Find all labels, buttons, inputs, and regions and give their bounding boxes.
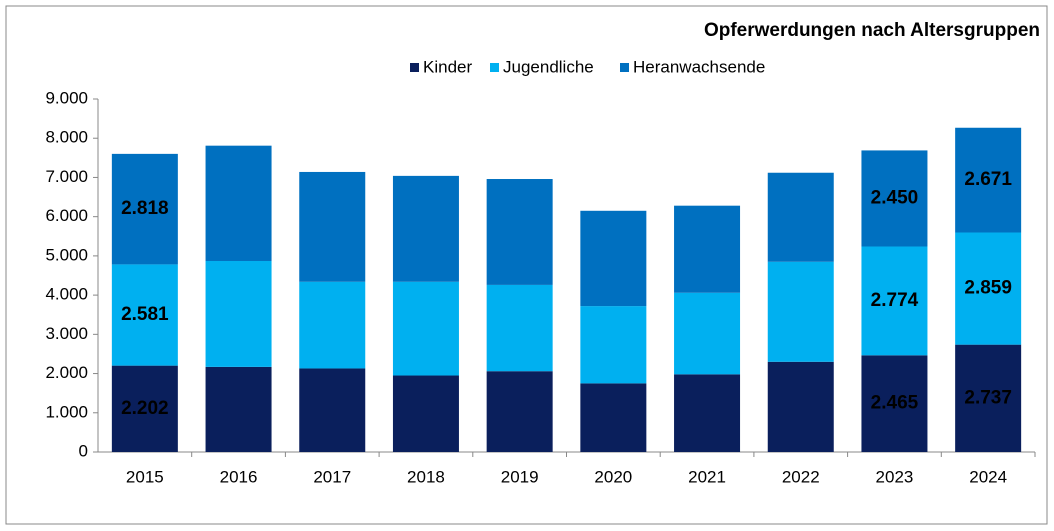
bar-segment [299, 368, 366, 452]
y-tick-label: 8.000 [45, 128, 88, 147]
y-tick-label: 2.000 [45, 363, 88, 382]
y-tick-label: 5.000 [45, 245, 88, 264]
legend-label: Heranwachsende [633, 57, 765, 76]
data-label: 2.859 [964, 278, 1012, 299]
bar-segment [299, 281, 366, 369]
y-tick-label: 4.000 [45, 285, 88, 304]
x-tick-label: 2024 [969, 467, 1007, 486]
y-tick-label: 7.000 [45, 167, 88, 186]
x-tick-label: 2022 [782, 467, 820, 486]
legend-label: Kinder [423, 57, 472, 76]
bar-segment [486, 371, 553, 452]
x-tick-label: 2020 [594, 467, 632, 486]
bar-segment [205, 260, 272, 367]
bar-segment [674, 292, 741, 375]
data-label: 2.581 [121, 304, 169, 325]
bar-segment [580, 210, 647, 307]
bar-segment [392, 375, 459, 452]
bar-segment [392, 281, 459, 376]
bar-segment [299, 171, 366, 282]
x-tick-label: 2016 [220, 467, 258, 486]
data-label: 2.818 [121, 198, 169, 219]
x-tick-label: 2023 [876, 467, 914, 486]
bar-segment [955, 344, 1022, 452]
bar-segment [955, 232, 1022, 345]
bar-segment [111, 153, 178, 265]
bar-segment [767, 361, 834, 452]
y-tick-label: 9.000 [45, 88, 88, 107]
y-tick-label: 0 [79, 441, 88, 460]
data-label: 2.465 [871, 393, 919, 414]
x-tick-label: 2021 [688, 467, 726, 486]
x-tick-label: 2018 [407, 467, 445, 486]
y-tick-label: 3.000 [45, 324, 88, 343]
bar-segment [861, 355, 928, 452]
x-tick-label: 2015 [126, 467, 164, 486]
legend-label: Jugendliche [503, 57, 594, 76]
bar-segment [486, 179, 553, 285]
data-label: 2.774 [871, 290, 919, 311]
y-tick-label: 6.000 [45, 206, 88, 225]
bar-segment [580, 306, 647, 384]
x-tick-label: 2017 [313, 467, 351, 486]
data-label: 2.671 [964, 169, 1012, 190]
bar-segment [767, 261, 834, 362]
data-label: 2.450 [871, 187, 919, 208]
bar-segment [392, 175, 459, 282]
bar-segment [580, 383, 647, 452]
bar-segment [111, 365, 178, 452]
legend-swatch [490, 63, 499, 72]
data-label: 2.737 [964, 387, 1012, 408]
chart-title: Opferwerdungen nach Altersgruppen [704, 20, 1040, 41]
bar-segment [861, 246, 928, 356]
bar-segment [674, 205, 741, 293]
x-tick-label: 2019 [501, 467, 539, 486]
bar-segment [955, 127, 1022, 233]
bar-segment [205, 145, 272, 261]
data-label: 2.202 [121, 398, 169, 419]
bar-segment [674, 374, 741, 452]
legend-swatch [410, 63, 419, 72]
bar-segment [111, 264, 178, 366]
legend-swatch [620, 63, 629, 72]
y-tick-label: 1.000 [45, 402, 88, 421]
bar-segment [767, 172, 834, 262]
bar-segment [861, 150, 928, 247]
bar-segment [486, 284, 553, 372]
bar-segment [205, 366, 272, 452]
